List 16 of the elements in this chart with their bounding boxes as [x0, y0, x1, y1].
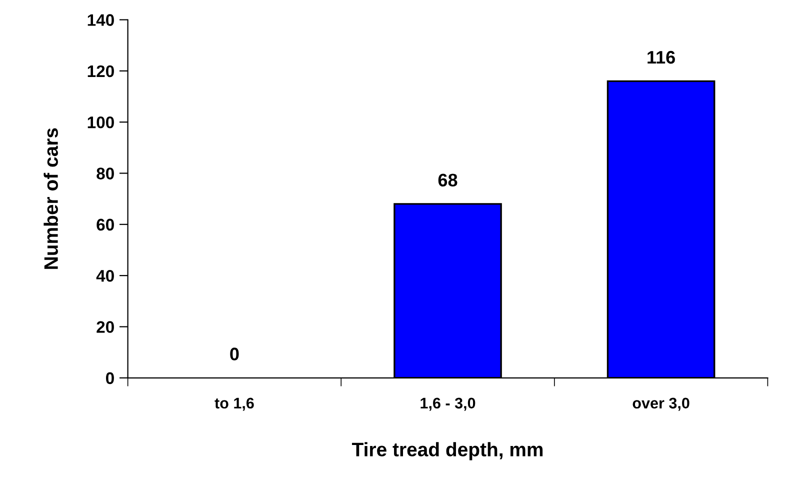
- data-label: 0: [230, 348, 239, 360]
- y-tick-label: 140: [88, 14, 114, 26]
- data-label: 116: [648, 50, 675, 64]
- data-label: 68: [438, 174, 458, 186]
- y-tick-label: 120: [88, 65, 114, 78]
- y-tick-label: 40: [96, 270, 114, 282]
- x-axis-title: Tire tread depth, mm: [352, 442, 543, 460]
- x-tick-label: over 3,0: [632, 398, 690, 411]
- y-axis-title: Number of cars: [44, 128, 58, 269]
- x-tick-label: to 1,6: [214, 398, 254, 411]
- y-tick-label: 100: [88, 116, 114, 128]
- y-tick-label: 60: [96, 218, 114, 231]
- y-tick-label: 20: [96, 321, 114, 333]
- y-tick-label: 0: [106, 372, 114, 384]
- y-tick-label: 80: [96, 168, 114, 180]
- x-tick-label: 1,6 - 3,0: [420, 398, 476, 411]
